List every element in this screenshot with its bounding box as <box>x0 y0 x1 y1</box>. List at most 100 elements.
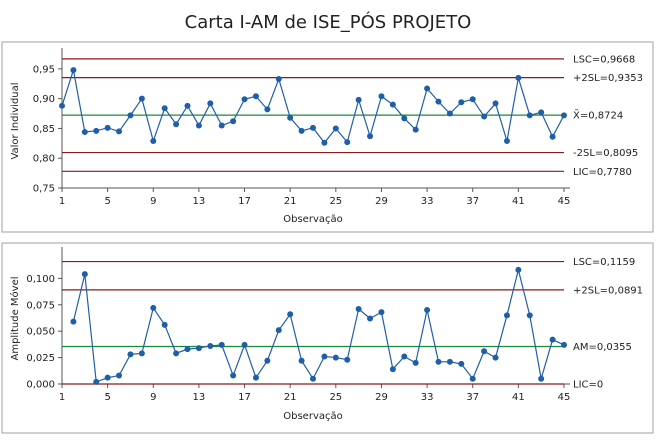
moving-range-x-tick-label: 37 <box>466 392 479 403</box>
individual-data-point <box>275 76 282 83</box>
individual-data-point <box>458 99 465 106</box>
individual-data-point <box>241 96 248 103</box>
individual-chart: 0,75 0,80 0,85 0,90 0,95 1 5 9 13 17 21 25 29 33 37 41 4… <box>10 48 643 225</box>
individual-data-point <box>503 137 510 144</box>
individual-data-point <box>173 121 180 128</box>
moving-range-data-point <box>207 342 214 349</box>
moving-range-data-point <box>184 346 191 353</box>
individual-data-point <box>298 127 305 134</box>
moving-range-x-tick-label: 17 <box>238 392 251 403</box>
moving-range-y-tick-label: 0,075 <box>26 300 55 311</box>
chart-title: Carta I-AM de ISE_PÓS PROJETO <box>185 11 472 33</box>
individual-data-point <box>195 122 202 129</box>
moving-range-reference-line-label: +2SL=0,0891 <box>573 285 643 296</box>
individual-y-tick-label: 0,75 <box>33 184 55 195</box>
moving-range-data-point <box>321 353 328 360</box>
moving-range-x-tick-label: 33 <box>421 392 434 403</box>
moving-range-x-tick-label: 5 <box>104 392 110 403</box>
moving-range-x-tick-label: 41 <box>512 392 525 403</box>
individual-data-point <box>401 115 408 122</box>
individual-x-tick-label: 29 <box>375 196 388 207</box>
individual-data-point <box>184 102 191 109</box>
individual-x-axis-label: Observação <box>283 214 342 225</box>
individual-data-point <box>355 96 362 103</box>
moving-range-reference-line-label: LIC=0 <box>573 380 603 391</box>
moving-range-data-point <box>526 312 533 319</box>
moving-range-reference-line-label: AM=0,0355 <box>573 342 632 353</box>
moving-range-data-point <box>458 360 465 367</box>
individual-data-point <box>367 133 374 140</box>
moving-range-data-point <box>81 271 88 278</box>
moving-range-x-tick-label: 45 <box>558 392 571 403</box>
moving-range-data-point <box>116 372 123 379</box>
moving-range-data-point <box>173 350 180 357</box>
individual-data-point <box>538 109 545 116</box>
individual-x-tick-label: 17 <box>238 196 251 207</box>
moving-range-data-point <box>161 321 168 328</box>
moving-range-data-point <box>378 309 385 316</box>
moving-range-data-point <box>332 354 339 361</box>
moving-range-data-point <box>503 312 510 319</box>
individual-reference-line-label: X̄=0,8724 <box>573 109 623 122</box>
moving-range-data-point <box>195 345 202 352</box>
individual-data-point <box>481 113 488 120</box>
moving-range-data-point <box>412 359 419 366</box>
individual-data-point <box>230 118 237 125</box>
individual-data-point <box>252 93 259 100</box>
moving-range-x-tick-label: 21 <box>284 392 297 403</box>
moving-range-data-point <box>515 266 522 273</box>
individual-data-point <box>492 100 499 107</box>
moving-range-y-tick-label: 0,050 <box>26 327 55 338</box>
moving-range-data-point <box>549 336 556 343</box>
moving-range-chart: 0,000 0,025 0,050 0,075 0,100 1 5 9 13 17 21 25 29 33… <box>9 247 643 422</box>
moving-range-data-point <box>367 315 374 322</box>
moving-range-data-point <box>70 318 77 325</box>
moving-range-data-point <box>93 378 100 385</box>
individual-data-point <box>138 95 145 102</box>
moving-range-data-point <box>561 341 567 348</box>
moving-range-y-tick-label: 0,100 <box>26 274 55 285</box>
moving-range-y-tick-label: 0,025 <box>26 353 55 364</box>
individual-data-point <box>207 100 214 107</box>
individual-data-point <box>549 133 556 140</box>
moving-range-data-point <box>138 350 145 357</box>
moving-range-x-tick-label: 29 <box>375 392 388 403</box>
moving-range-data-point <box>230 372 237 379</box>
moving-range-data-point <box>469 375 476 382</box>
individual-x-tick-label: 37 <box>466 196 479 207</box>
individual-y-tick-label: 0,90 <box>33 94 55 105</box>
moving-range-data-point <box>298 357 305 364</box>
moving-range-data-point <box>344 356 351 363</box>
individual-data-point <box>127 112 134 119</box>
moving-range-chart-panel <box>1 242 654 434</box>
individual-data-point <box>150 137 157 144</box>
moving-range-data-point <box>104 374 111 381</box>
individual-data-point <box>310 124 316 131</box>
individual-x-tick-label: 21 <box>284 196 297 207</box>
individual-x-tick-label: 1 <box>59 196 65 207</box>
individual-data-point <box>59 102 65 109</box>
individual-data-point <box>378 93 385 100</box>
moving-range-data-point <box>127 351 134 358</box>
moving-range-x-tick-label: 1 <box>59 392 65 403</box>
individual-reference-line-label: LSC=0,9668 <box>573 54 635 65</box>
individual-reference-line-label: -2SL=0,8095 <box>573 148 638 159</box>
moving-range-data-point <box>310 375 316 382</box>
individual-data-point <box>287 114 294 121</box>
moving-range-data-point <box>538 375 545 382</box>
moving-range-data-point <box>150 304 157 311</box>
moving-range-data-point <box>218 341 225 348</box>
moving-range-data-point <box>446 358 453 365</box>
individual-data-point <box>332 125 339 132</box>
individual-data-point <box>412 126 419 133</box>
moving-range-x-axis-label: Observação <box>283 411 342 422</box>
individual-data-point <box>435 98 442 105</box>
moving-range-x-tick-label: 25 <box>329 392 342 403</box>
moving-range-data-point <box>252 374 259 381</box>
individual-chart-panel <box>1 41 654 233</box>
moving-range-reference-line-label: LSC=0,1159 <box>573 257 635 268</box>
individual-y-axis-label: Valor Individual <box>10 82 21 159</box>
individual-y-tick-label: 0,80 <box>33 154 55 165</box>
